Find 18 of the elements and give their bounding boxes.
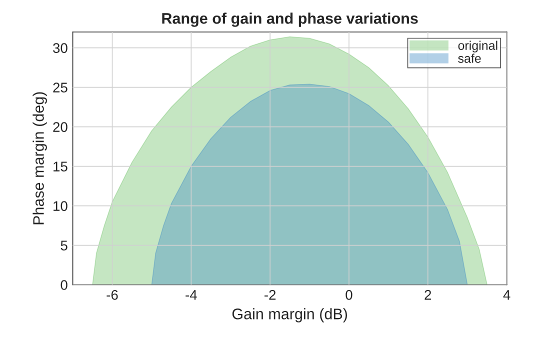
- y-axis-title: Phase margin (deg): [32, 92, 47, 224]
- y-tick-label: 10: [54, 201, 68, 211]
- x-tick-label: -2: [264, 290, 276, 300]
- x-tick-label: -4: [186, 290, 197, 300]
- x-tick-label: 0: [346, 290, 352, 300]
- y-tick-label: 0: [60, 280, 68, 290]
- x-tick-label: 4: [503, 290, 510, 300]
- y-tick-label: 20: [53, 122, 68, 132]
- x-tick-label: -6: [106, 290, 118, 300]
- legend-label: original: [458, 40, 498, 52]
- y-tick-label: 25: [53, 82, 68, 92]
- y-tick-label: 15: [54, 162, 68, 172]
- x-tick-label: 2: [424, 290, 432, 300]
- chart-title: Range of gain and phase variations: [162, 12, 418, 27]
- y-tick-label: 5: [60, 240, 68, 250]
- legend-label: safe: [458, 54, 481, 63]
- y-tick-label: 30: [53, 43, 68, 53]
- x-axis-title: Gain margin (dB): [232, 308, 348, 322]
